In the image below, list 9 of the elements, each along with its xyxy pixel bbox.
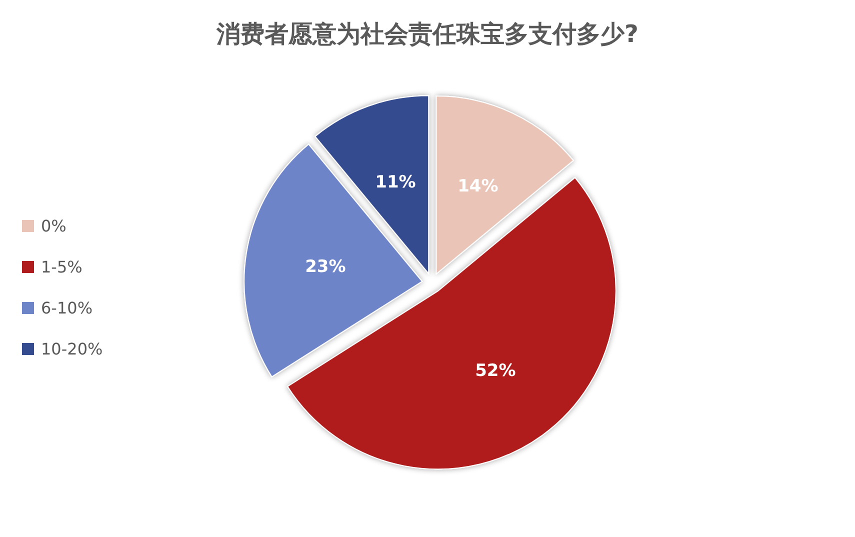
legend-label: 6-10%: [41, 298, 93, 318]
chart-title: 消费者愿意为社会责任珠宝多支付多少?: [216, 20, 638, 48]
legend-label: 10-20%: [41, 340, 103, 359]
data-label: 11%: [375, 172, 416, 192]
legend-label: 0%: [41, 216, 66, 236]
legend-label: 1-5%: [41, 258, 82, 277]
data-label: 14%: [458, 176, 498, 196]
data-label: 52%: [475, 361, 516, 382]
data-label: 23%: [305, 257, 346, 278]
